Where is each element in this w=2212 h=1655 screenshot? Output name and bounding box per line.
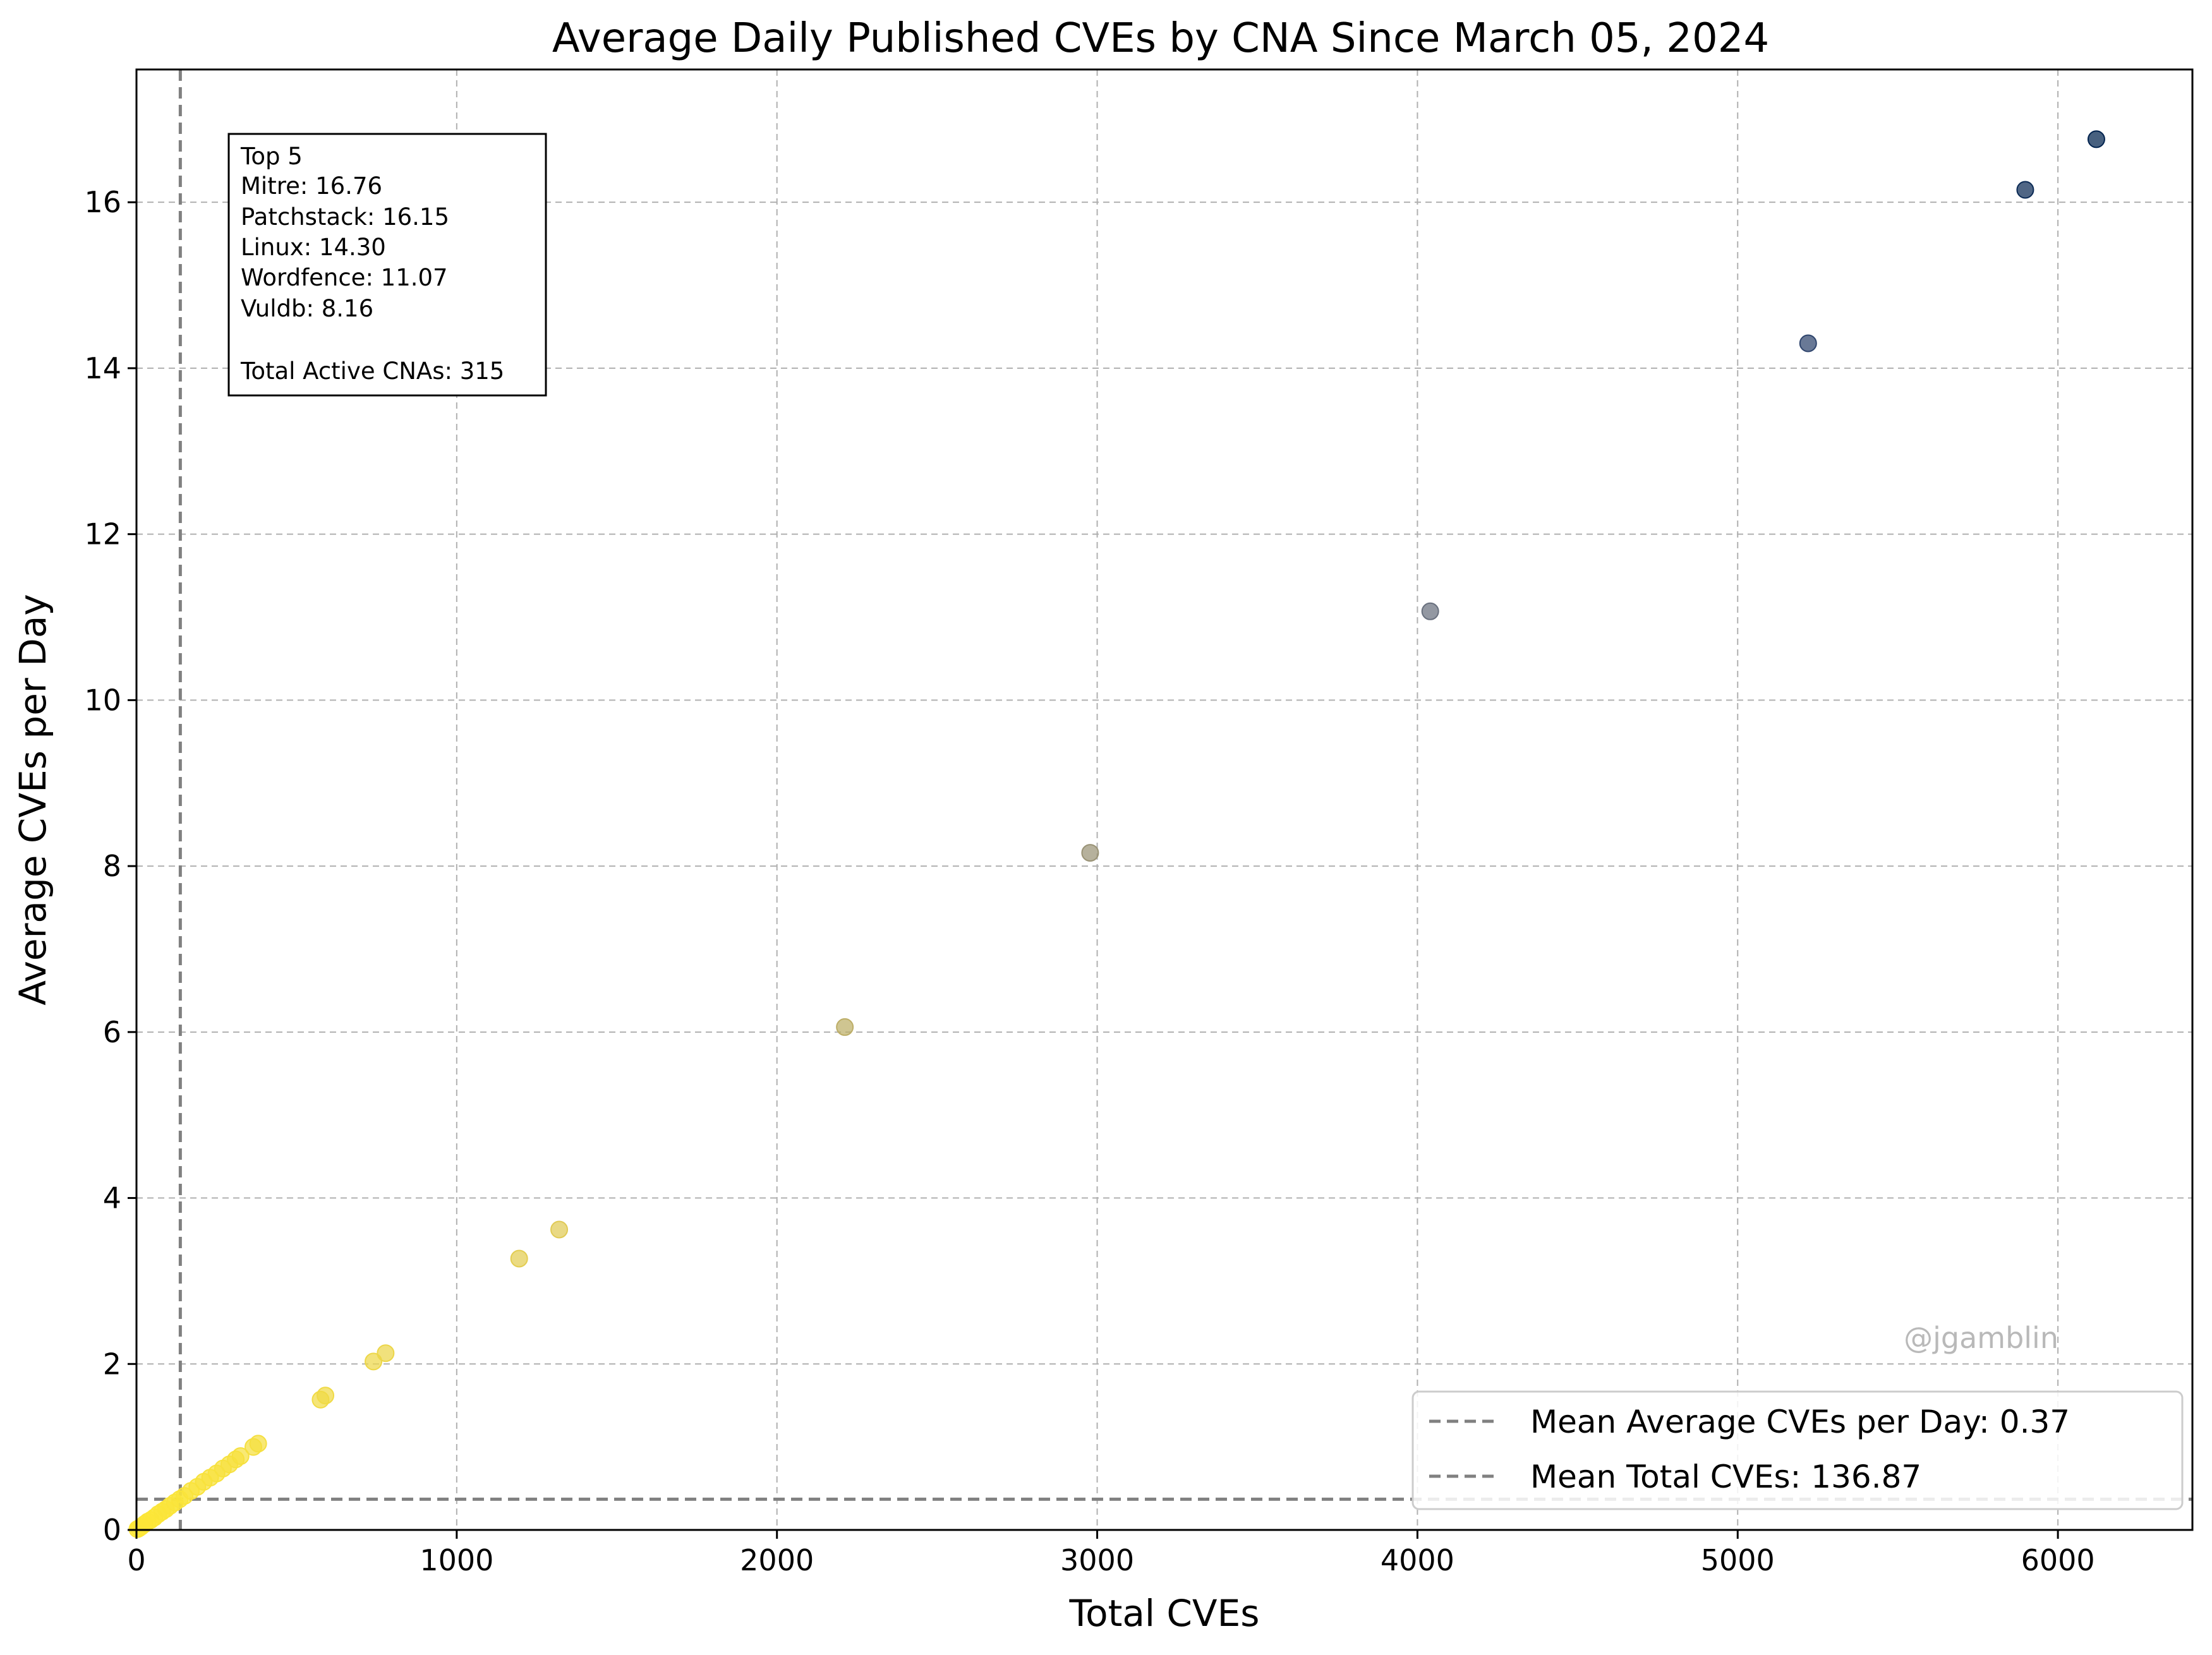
data-point bbox=[249, 1435, 267, 1453]
data-point bbox=[2016, 181, 2034, 199]
plot-frame bbox=[135, 68, 2194, 1531]
data-point bbox=[836, 1018, 854, 1036]
x-tick-label: 5000 bbox=[1701, 1543, 1775, 1577]
legend-label-mean-total: Mean Total CVEs: 136.87 bbox=[1530, 1459, 1921, 1495]
data-point bbox=[1081, 844, 1099, 862]
x-tick-label: 2000 bbox=[740, 1543, 814, 1577]
annotation-frame bbox=[227, 133, 547, 397]
reference-lines bbox=[136, 69, 2192, 1530]
legend-frame bbox=[1411, 1390, 2184, 1510]
x-tick-label: 3000 bbox=[1060, 1543, 1134, 1577]
data-point bbox=[2087, 130, 2105, 148]
y-tick-label: 6 bbox=[103, 1015, 121, 1049]
annotation-line-mitre: Mitre: 16.76 bbox=[241, 172, 382, 200]
annotation-line-wordfence: Wordfence: 11.07 bbox=[241, 264, 448, 291]
y-tick-label: 10 bbox=[84, 683, 121, 717]
watermark: @jgamblin bbox=[1904, 1321, 2058, 1355]
y-tick-label: 8 bbox=[103, 849, 121, 883]
annotation-box: Top 5 Mitre: 16.76 Patchstack: 16.15 Lin… bbox=[227, 133, 547, 397]
data-point bbox=[377, 1344, 395, 1363]
y-tick-label: 12 bbox=[84, 517, 121, 551]
data-point bbox=[365, 1352, 383, 1371]
data-point bbox=[550, 1220, 569, 1239]
y-tick-label: 0 bbox=[103, 1513, 121, 1547]
scatter-points bbox=[128, 130, 2105, 1538]
legend-label-mean-avg: Mean Average CVEs per Day: 0.37 bbox=[1530, 1404, 2070, 1440]
y-tick-label: 4 bbox=[103, 1181, 121, 1215]
annotation-line-title: Top 5 bbox=[240, 143, 303, 170]
y-tick-label: 16 bbox=[84, 185, 121, 219]
annotation-line-linux: Linux: 14.30 bbox=[241, 234, 386, 261]
annotation-line-total-cnas: Total Active CNAs: 315 bbox=[240, 358, 504, 385]
annotation-line-patchstack: Patchstack: 16.15 bbox=[241, 203, 449, 231]
y-tick-label: 14 bbox=[84, 351, 121, 385]
y-axis-title: Average CVEs per Day bbox=[11, 594, 54, 1005]
data-point bbox=[1421, 602, 1439, 620]
data-point bbox=[317, 1387, 335, 1405]
y-tick-label: 2 bbox=[103, 1347, 121, 1381]
data-point bbox=[1799, 334, 1817, 352]
x-axis-title: Total CVEs bbox=[1069, 1592, 1260, 1635]
annotation-line-vuldb: Vuldb: 8.16 bbox=[241, 295, 373, 322]
data-point bbox=[231, 1447, 250, 1465]
x-tick-label: 1000 bbox=[420, 1543, 493, 1577]
x-tick-label: 6000 bbox=[2021, 1543, 2095, 1577]
grid-layer bbox=[136, 69, 2192, 1531]
axis-ticks: 0 1000 2000 3000 4000 5000 6000 0 2 4 6 8 10 12 14 16 bbox=[84, 185, 2094, 1577]
x-tick-label: 0 bbox=[127, 1543, 145, 1577]
x-tick-label: 4000 bbox=[1381, 1543, 1454, 1577]
legend: Mean Average CVEs per Day: 0.37 Mean Tot… bbox=[1411, 1390, 2184, 1510]
data-point bbox=[510, 1249, 528, 1268]
chart-title: Average Daily Published CVEs by CNA Sinc… bbox=[552, 15, 1769, 62]
